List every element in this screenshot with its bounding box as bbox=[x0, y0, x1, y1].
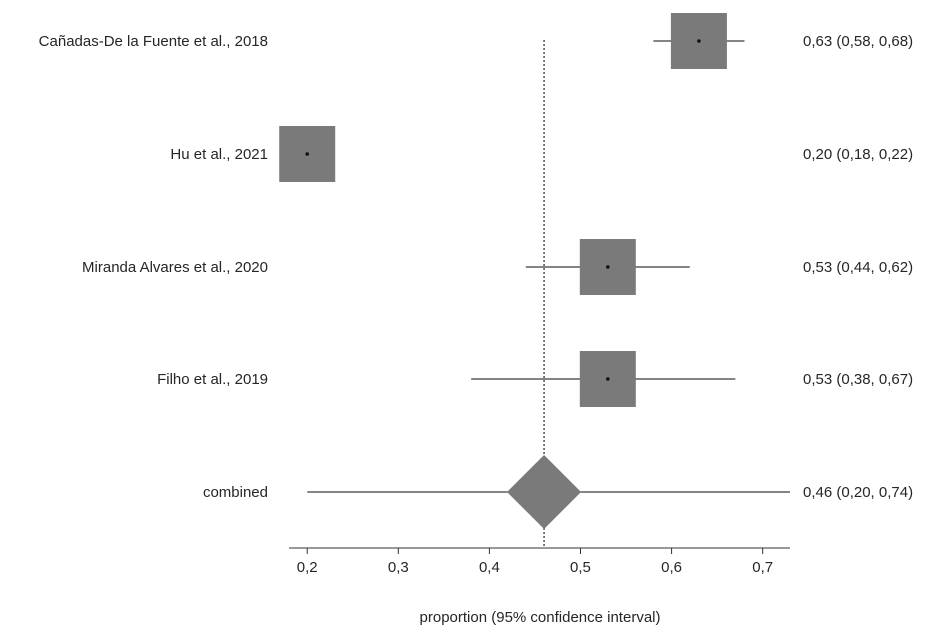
study-estimate-point bbox=[697, 39, 701, 43]
study-estimate-point bbox=[606, 265, 610, 269]
study-row: Filho et al., 2019 0,53 (0,38, 0,67) bbox=[157, 351, 913, 407]
combined-row: combined 0,46 (0,20, 0,74) bbox=[203, 455, 913, 529]
x-tick-label: 0,4 bbox=[479, 559, 500, 576]
study-estimate-point bbox=[606, 377, 610, 381]
x-tick-label: 0,6 bbox=[661, 559, 682, 576]
study-row: Cañadas-De la Fuente et al., 2018 0,63 (0… bbox=[39, 13, 913, 69]
study-label: Cañadas-De la Fuente et al., 2018 bbox=[39, 33, 268, 50]
study-label: Miranda Alvares et al., 2020 bbox=[82, 259, 268, 276]
x-tick-label: 0,2 bbox=[297, 559, 318, 576]
x-axis-label: proportion (95% confidence interval) bbox=[420, 609, 661, 626]
study-estimate-text: 0,53 (0,44, 0,62) bbox=[803, 259, 913, 276]
study-estimate-text: 0,63 (0,58, 0,68) bbox=[803, 33, 913, 50]
x-tick-label: 0,7 bbox=[752, 559, 773, 576]
study-estimate-text: 0,53 (0,38, 0,67) bbox=[803, 371, 913, 388]
combined-estimate-text: 0,46 (0,20, 0,74) bbox=[803, 484, 913, 501]
combined-label: combined bbox=[203, 484, 268, 501]
combined-diamond bbox=[507, 455, 582, 529]
x-tick-label: 0,3 bbox=[388, 559, 409, 576]
study-label: Hu et al., 2021 bbox=[170, 146, 268, 163]
study-row: Hu et al., 2021 0,20 (0,18, 0,22) bbox=[170, 126, 913, 182]
study-row: Miranda Alvares et al., 2020 0,53 (0,44, … bbox=[82, 239, 913, 295]
study-estimate-point bbox=[305, 152, 310, 156]
study-label: Filho et al., 2019 bbox=[157, 371, 268, 388]
study-estimate-text: 0,20 (0,18, 0,22) bbox=[803, 146, 913, 163]
x-tick-label: 0,5 bbox=[570, 559, 591, 576]
